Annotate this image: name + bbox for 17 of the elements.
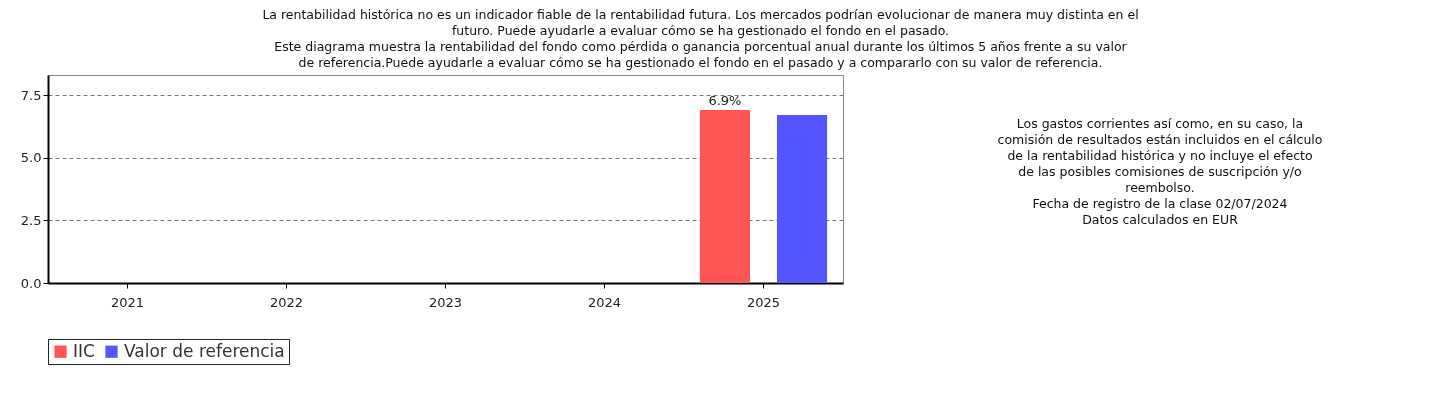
x-tick-label: 2025: [746, 294, 781, 310]
text: Los gastos corrientes así como, en su caso, la comisión de resultados están incluidos en el cálculo de la rentabilidad histórica y no incluye el efecto de las posibles comisiones de suscripción y/o reembolso.: [996, 116, 1324, 196]
text: Fecha de registro de la clase 02/07/2024: [1031, 196, 1289, 212]
data-label: 6.9%: [708, 93, 742, 109]
y-tick-label: 5.0: [20, 150, 42, 166]
legend-label: IIC: [73, 340, 95, 361]
legend-label: Valor de referencia: [124, 340, 285, 361]
text: Datos calculados en EUR: [1081, 212, 1239, 228]
chart-title: La rentabilidad histórica no es un indicador fiable de la rentabilidad futura. Los mercados podrían evolucionar de manera muy distinta en el futuro. Puede ayudarle a evaluar cómo se ha gestionado el fondo en el pasado.: [262, 6, 1139, 38]
x-tick-label: 2022: [269, 294, 304, 310]
y-tick-label: 2.5: [20, 212, 42, 228]
y-tick-label: 7.5: [20, 87, 42, 103]
x-tick-label: 2024: [587, 294, 622, 310]
x-tick-label: 2023: [428, 294, 463, 310]
y-tick-label: 0.0: [20, 275, 42, 291]
x-tick-label: 2021: [110, 294, 145, 310]
chart-subtitle: Este diagrama muestra la rentabilidad del fondo como pérdida o ganancia porcentual anual durante los últimos 5 años frente a su valor de referencia.Puede ayudarle a evaluar cómo se ha gestionado el fondo en el pasado y a compararlo con su valor de referencia.: [274, 38, 1128, 70]
